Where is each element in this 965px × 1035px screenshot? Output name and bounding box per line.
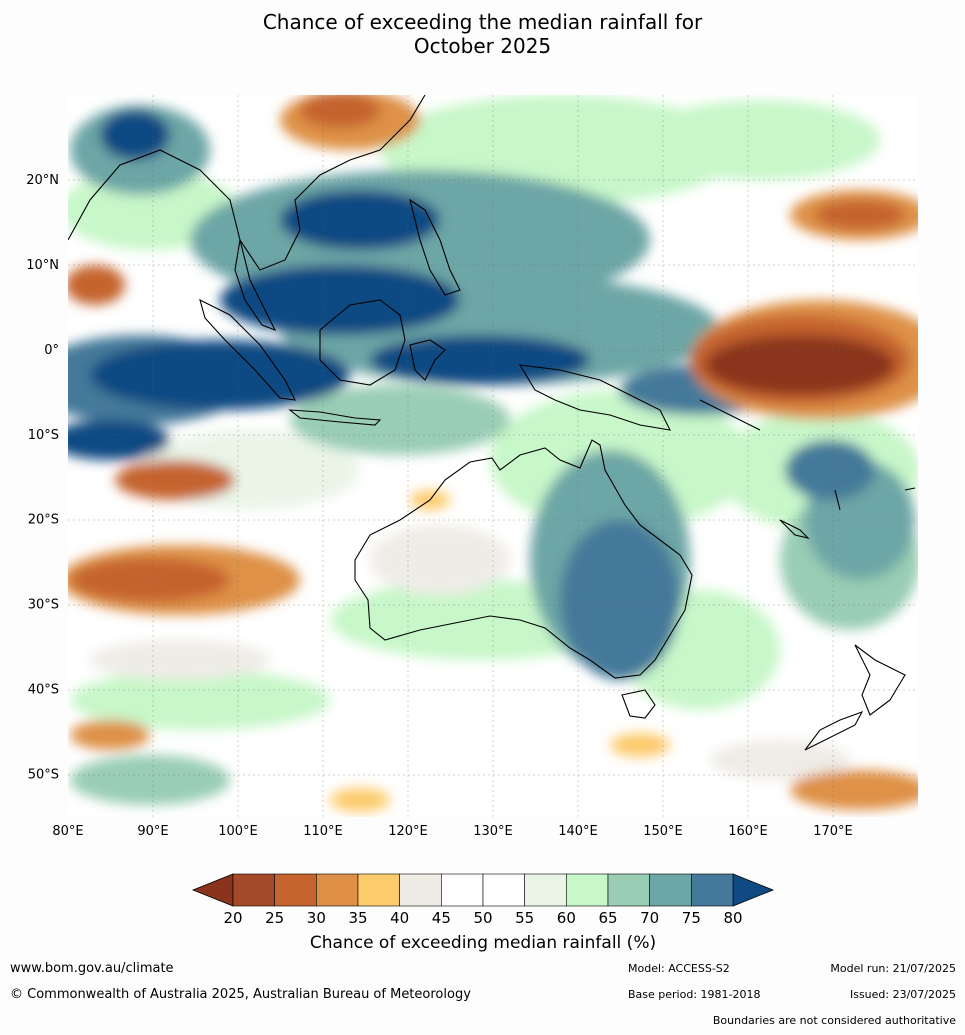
- lat-tick-label: 10°N: [26, 258, 59, 273]
- colorbar-title: Chance of exceeding median rainfall (%): [310, 933, 656, 953]
- colorbar-segment: [607, 873, 650, 907]
- lon-tick-label: 120°E: [388, 824, 428, 839]
- colorbar-tick-label: 80: [723, 909, 742, 927]
- colorbar-tick-label: 45: [432, 909, 451, 927]
- longitude-tick-labels: 80°E 90°E 100°E 110°E 120°E 130°E 140°E 150°E 16…: [52, 824, 852, 839]
- lat-tick-label: 20°S: [28, 513, 59, 528]
- malay-peninsula-coastline: [234, 239, 277, 332]
- title-line-2: October 2025: [413, 34, 552, 58]
- colorbar-segment: [566, 873, 609, 907]
- sumatra-coastline: [199, 298, 296, 401]
- colorbar-tick-label: 55: [515, 909, 534, 927]
- map-title: Chance of exceeding the median rainfall …: [0, 10, 965, 58]
- footer-model-run: Model run: 21/07/2025: [830, 962, 956, 975]
- fiji-coastline: [904, 487, 916, 491]
- colorbar-segment: [357, 873, 400, 907]
- colorbar-segment: [649, 873, 692, 907]
- colorbar-segment: [691, 873, 734, 907]
- vanuatu-coastline: [834, 489, 841, 511]
- lat-tick-label: 30°S: [28, 598, 59, 613]
- borneo-coastline: [319, 299, 406, 386]
- latitude-tick-labels: 20°N 10°N 0° 10°S 20°S 30°S 40°S 50°S: [26, 173, 59, 783]
- lat-tick-label: 40°S: [28, 683, 59, 698]
- lon-tick-label: 150°E: [643, 824, 683, 839]
- colorbar-tick-label: 50: [473, 909, 492, 927]
- colorbar-under-arrow: [191, 873, 234, 907]
- lon-tick-label: 160°E: [728, 824, 768, 839]
- footer-copyright: © Commonwealth of Australia 2025, Austra…: [10, 987, 471, 1002]
- mainland-asia-coastline: [68, 95, 426, 271]
- colorbar-tick-label: 35: [348, 909, 367, 927]
- lon-tick-label: 100°E: [218, 824, 258, 839]
- footer-url[interactable]: www.bom.gov.au/climate: [10, 961, 174, 976]
- philippines-coastline: [409, 198, 461, 296]
- tasmania-coastline: [621, 689, 656, 719]
- colorbar-tick-label: 40: [390, 909, 409, 927]
- solomon-islands-coastline: [699, 399, 761, 431]
- coastlines: [68, 95, 916, 751]
- colorbar-tick-label: 75: [682, 909, 701, 927]
- footer-issued: Issued: 23/07/2025: [849, 988, 956, 1001]
- colorbar-segment: [482, 873, 525, 907]
- lon-tick-label: 140°E: [558, 824, 598, 839]
- sulawesi-coastline: [409, 339, 446, 381]
- rainfall-probability-field: [68, 95, 918, 817]
- colorbar-tick-label: 25: [265, 909, 284, 927]
- nz-south-island-coastline: [804, 710, 864, 751]
- colorbar-tick-label: 30: [307, 909, 326, 927]
- java-coastline: [288, 409, 382, 426]
- title-line-1: Chance of exceeding the median rainfall …: [262, 10, 703, 34]
- colorbar-segment: [399, 873, 442, 907]
- nz-north-island-coastline: [854, 644, 906, 716]
- colorbar-tick-label: 70: [640, 909, 659, 927]
- new-caledonia-coastline: [779, 519, 810, 539]
- colorbar-segment: [274, 873, 317, 907]
- colorbar-tick-label: 65: [598, 909, 617, 927]
- lat-tick-label: 0°: [44, 343, 59, 358]
- colorbar: 20 25 30 35 40 45 50 55 60 65 70 75 80: [191, 873, 775, 927]
- lat-tick-label: 20°N: [26, 173, 59, 188]
- footer-disclaimer: Boundaries are not considered authoritat…: [712, 1014, 956, 1027]
- new-guinea-coastline: [518, 364, 671, 431]
- gridlines: [68, 95, 918, 817]
- lon-tick-label: 110°E: [303, 824, 343, 839]
- footer-model: Model: ACCESS-S2: [628, 962, 730, 975]
- colorbar-over-arrow: [732, 873, 775, 907]
- footer-base-period: Base period: 1981-2018: [628, 988, 761, 1001]
- lat-tick-label: 10°S: [28, 428, 59, 443]
- lat-tick-label: 50°S: [28, 768, 59, 783]
- colorbar-segment: [316, 873, 359, 907]
- lon-tick-label: 130°E: [473, 824, 513, 839]
- colorbar-segment: [524, 873, 567, 907]
- colorbar-tick-label: 60: [557, 909, 576, 927]
- lon-tick-label: 90°E: [137, 824, 168, 839]
- lon-tick-label: 80°E: [52, 824, 83, 839]
- colorbar-segment: [232, 873, 275, 907]
- colorbar-segment: [441, 873, 484, 907]
- colorbar-tick-label: 20: [223, 909, 242, 927]
- australia-coastline: [354, 439, 693, 679]
- lon-tick-label: 170°E: [813, 824, 853, 839]
